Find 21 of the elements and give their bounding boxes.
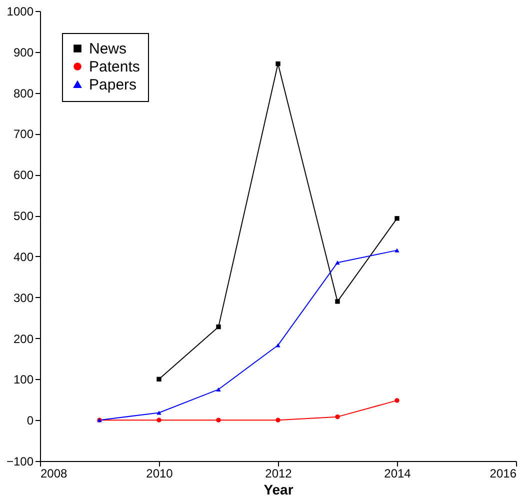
y-tick-label: 100 [13,372,34,387]
x-tick-label: 2012 [265,466,292,480]
x-tick-label: 2010 [146,466,174,480]
y-tick-label: 600 [13,168,34,182]
legend-label: Papers [89,76,137,94]
y-tick-label: 1000 [6,4,34,18]
x-tick-label: 2016 [490,466,517,480]
y-tick-label: 300 [13,290,34,305]
y-tick-label: 800 [13,86,34,100]
x-tick-label: 2008 [40,466,68,480]
y-tick-label: 500 [13,209,34,224]
y-tick-label: 0 [26,414,34,428]
legend-label: Patents [89,58,140,76]
y-tick-label: 200 [13,332,34,346]
y-tick-label: −100 [6,454,34,468]
y-tick-label: 700 [13,127,34,142]
y-tick-label: 900 [13,45,34,60]
legend-label: News [89,40,127,58]
y-tick-label: 400 [13,250,34,264]
x-axis-title: Year [264,482,294,498]
x-tick-label: 2014 [384,466,412,480]
